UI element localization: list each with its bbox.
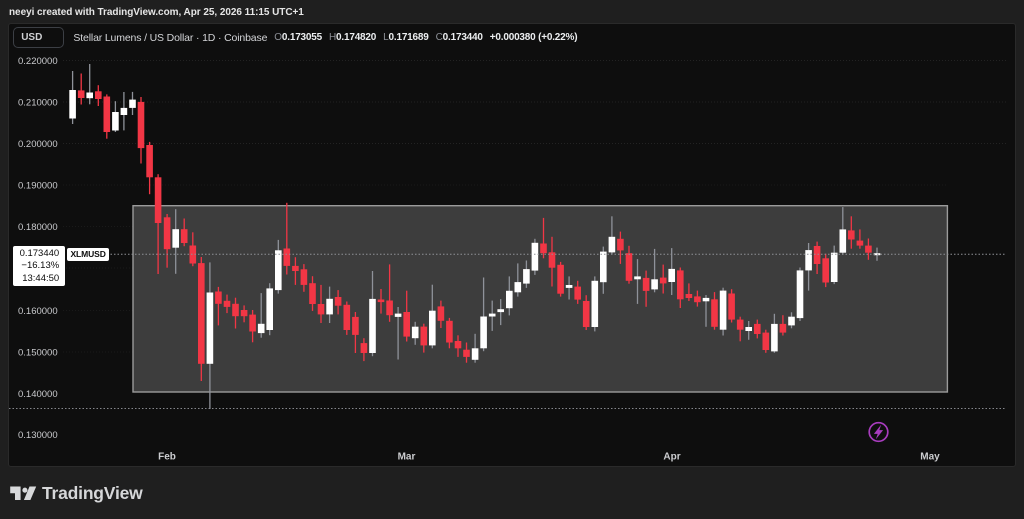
svg-text:May: May bbox=[920, 452, 940, 463]
svg-text:0.190000: 0.190000 bbox=[18, 180, 58, 191]
svg-text:0.160000: 0.160000 bbox=[18, 306, 58, 317]
svg-text:0.220000: 0.220000 bbox=[18, 56, 58, 67]
svg-text:0.130000: 0.130000 bbox=[18, 430, 58, 441]
svg-text:0.210000: 0.210000 bbox=[18, 97, 58, 108]
svg-text:0.140000: 0.140000 bbox=[18, 389, 58, 400]
svg-text:Mar: Mar bbox=[398, 452, 416, 463]
svg-text:Feb: Feb bbox=[158, 452, 176, 463]
svg-text:Apr: Apr bbox=[663, 452, 680, 463]
svg-text:0.200000: 0.200000 bbox=[18, 139, 58, 150]
svg-text:0.150000: 0.150000 bbox=[18, 347, 58, 358]
svg-text:0.180000: 0.180000 bbox=[18, 222, 58, 233]
